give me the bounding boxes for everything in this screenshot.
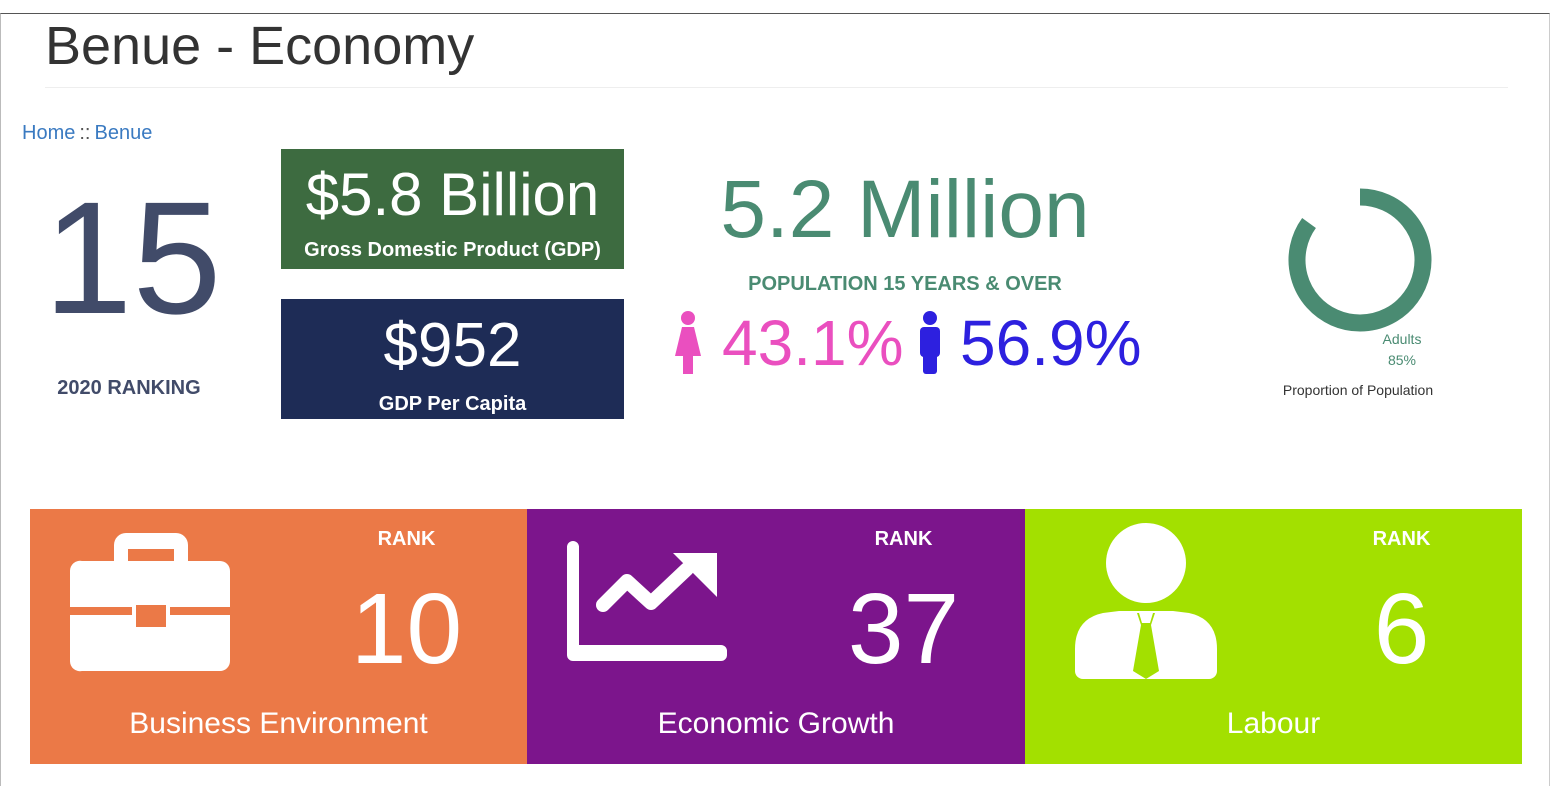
tile-rank-value: 37: [847, 573, 960, 685]
tile-name: Business Environment: [129, 707, 428, 740]
trend-up-icon: [567, 541, 727, 661]
page-title: Benue - Economy: [45, 16, 475, 76]
gender-split: 43.1% 56.9%: [672, 308, 1152, 378]
population-caption: POPULATION 15 YEARS & OVER: [748, 273, 1062, 295]
overall-ranking-caption: 2020 RANKING: [57, 377, 201, 399]
tile-rank-value: 6: [1373, 573, 1430, 685]
title-divider: [45, 87, 1508, 88]
male-percentage: 56.9%: [960, 307, 1142, 379]
tile-rank-label: RANK: [377, 528, 436, 550]
businessman-icon: [1075, 523, 1217, 679]
female-percentage: 43.1%: [722, 307, 904, 379]
breadcrumb-current-link[interactable]: Benue: [94, 122, 153, 144]
gdp-card: $5.8 Billion Gross Domestic Product (GDP…: [281, 149, 624, 269]
population-total: 5.2 Million: [720, 164, 1090, 255]
gdp-per-capita-card: $952 GDP Per Capita: [281, 299, 624, 419]
tile-labour[interactable]: RANK 6 Labour: [1025, 509, 1522, 764]
gdp-per-capita-label: GDP Per Capita: [378, 393, 527, 415]
adult-proportion-donut: [1288, 188, 1432, 332]
tile-rank-value: 10: [350, 573, 463, 685]
breadcrumb: Home:: Benue: [22, 122, 152, 145]
donut-arc-adults: [1288, 188, 1432, 332]
tile-rank-label: RANK: [874, 528, 933, 550]
donut-caption: Proportion of Population: [1282, 382, 1434, 398]
tile-business-environment[interactable]: RANK 10 Business Environment: [30, 509, 527, 764]
female-icon: [675, 311, 701, 374]
donut-series-label: Adults 85%: [1371, 329, 1433, 371]
gdp-label: Gross Domestic Product (GDP): [304, 239, 601, 261]
tile-name: Economic Growth: [657, 707, 895, 740]
donut-series-value: 85%: [1387, 352, 1417, 368]
content-frame: [0, 13, 1550, 786]
tile-rank-label: RANK: [1372, 528, 1431, 550]
gdp-value: $5.8 Billion: [305, 161, 600, 228]
tile-economic-growth[interactable]: RANK 37 Economic Growth: [527, 509, 1025, 764]
overall-ranking-value: 15: [43, 168, 222, 347]
briefcase-icon: [70, 533, 230, 672]
gdp-per-capita-value: $952: [383, 311, 522, 380]
tile-name: Labour: [1226, 707, 1321, 740]
breadcrumb-separator: ::: [79, 122, 91, 144]
donut-series-name: Adults: [1382, 331, 1422, 347]
breadcrumb-home-link[interactable]: Home: [22, 122, 76, 144]
male-icon: [920, 311, 940, 374]
